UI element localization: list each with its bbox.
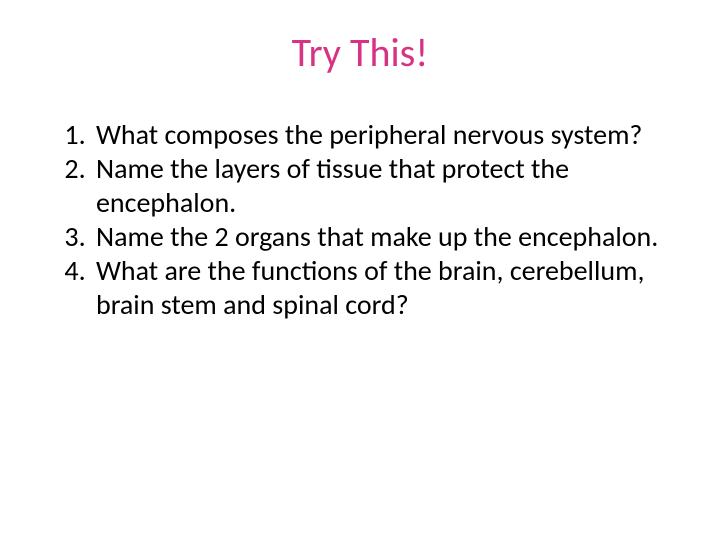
list-item: What are the functions of the brain, cer… bbox=[92, 254, 680, 322]
slide: Try This! What composes the peripheral n… bbox=[0, 0, 720, 540]
list-item: What composes the peripheral nervous sys… bbox=[92, 118, 680, 152]
slide-body: What composes the peripheral nervous sys… bbox=[52, 118, 680, 322]
question-list: What composes the peripheral nervous sys… bbox=[52, 118, 680, 322]
list-item: Name the 2 organs that make up the encep… bbox=[92, 220, 680, 254]
slide-title: Try This! bbox=[0, 0, 720, 77]
list-item: Name the layers of tissue that protect t… bbox=[92, 152, 680, 220]
